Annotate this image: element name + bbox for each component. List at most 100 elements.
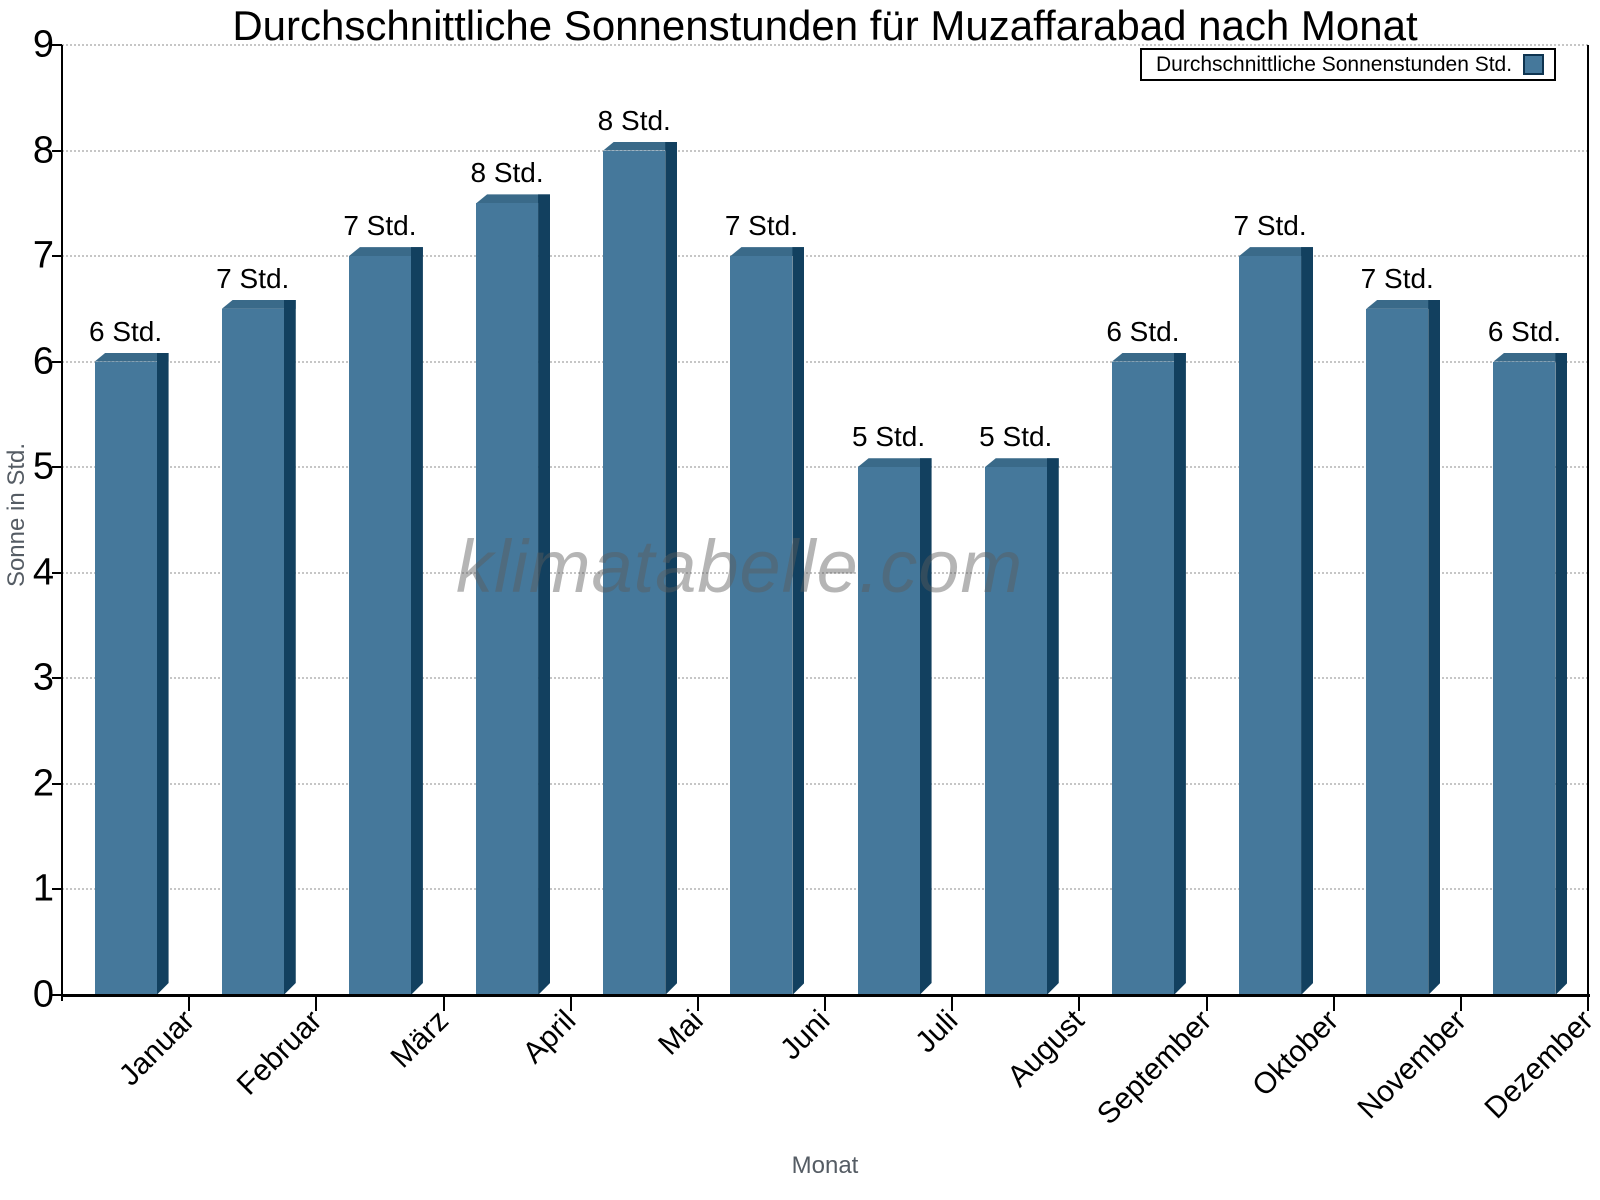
x-tick-label-august: August: [1001, 1004, 1092, 1094]
x-tick-label-november: November: [1351, 1004, 1473, 1126]
y-axis-tick-0: [52, 994, 62, 996]
y-tick-label-9: 9: [32, 23, 54, 66]
gridline-5: [62, 466, 1588, 469]
bar-front-face: [984, 467, 1047, 995]
y-axis-tick-3: [52, 677, 62, 680]
bar-front-face: [94, 361, 157, 995]
chart-title: Durchschnittliche Sonnenstunden für Muza…: [232, 2, 1418, 49]
bar-value-label-februar: 7 Std.: [216, 262, 290, 294]
bar-top-face: [603, 141, 678, 151]
x-axis-tick-2: [315, 995, 318, 1011]
y-tick-label-7: 7: [32, 234, 54, 277]
bar-februar: 7 Std.: [216, 263, 296, 995]
bar-november: 7 Std.: [1361, 263, 1441, 995]
y-axis-tick-7: [52, 255, 62, 258]
bar-side-face: [1047, 458, 1059, 995]
x-tick-label-januar: Januar: [112, 1004, 201, 1093]
bar-oktober: 7 Std.: [1233, 210, 1314, 995]
bar-dezember: 6 Std.: [1488, 316, 1568, 995]
bar-september: 6 Std.: [1106, 316, 1186, 995]
y-tick-label-2: 2: [32, 762, 54, 805]
y-tick-label-8: 8: [32, 129, 54, 172]
bar-top-face: [857, 458, 932, 468]
bar-front-face: [603, 150, 666, 995]
x-tick-label-marz: März: [384, 1004, 456, 1075]
bar-front-face: [348, 256, 411, 995]
bar-front-face: [730, 256, 793, 995]
x-tick-label-mai: Mai: [652, 1004, 710, 1062]
gridline-3: [62, 677, 1588, 680]
bar-side-face: [284, 300, 296, 995]
gridline-4: [62, 571, 1588, 574]
x-tick-label-dezember: Dezember: [1478, 1004, 1600, 1126]
x-tick-label-juli: Juli: [908, 1004, 964, 1060]
bar-value-label-marz: 7 Std.: [343, 210, 417, 242]
bar-top-face: [1239, 247, 1314, 257]
y-axis-tick-4: [52, 571, 62, 574]
bar-value-label-september: 6 Std.: [1106, 315, 1180, 347]
y-axis-tick-8: [52, 149, 62, 152]
bar-value-label-mai: 8 Std.: [597, 104, 671, 136]
bar-front-face: [221, 308, 284, 995]
y-axis-tick-1: [52, 888, 62, 891]
bar-side-face: [1301, 247, 1313, 995]
bar-value-label-oktober: 7 Std.: [1233, 210, 1307, 242]
bar-top-face: [476, 194, 551, 204]
legend-swatch-icon: [1523, 54, 1545, 75]
y-axis-tick-9: [52, 44, 62, 46]
bar-top-face: [1493, 352, 1568, 362]
bar-top-face: [221, 299, 296, 309]
bar-value-label-november: 7 Std.: [1360, 262, 1434, 294]
x-axis-tick-6: [824, 995, 826, 1011]
y-axis-tick-2: [52, 782, 62, 785]
y-axis-tick-6: [52, 360, 62, 363]
legend: Durchschnittliche Sonnenstunden Std.: [1140, 48, 1557, 81]
gridline-1: [62, 888, 1588, 891]
bar-top-face: [94, 352, 169, 362]
bar-side-face: [157, 353, 169, 995]
bar-side-face: [665, 142, 677, 995]
y-tick-label-4: 4: [32, 551, 54, 594]
gridline-2: [62, 782, 1588, 785]
bar-august: 5 Std.: [979, 421, 1059, 995]
bar-value-label-dezember: 6 Std.: [1487, 315, 1561, 347]
bar-value-label-juni: 7 Std.: [724, 210, 798, 242]
y-axis: [61, 45, 63, 1001]
gridline-6: [62, 360, 1588, 363]
plot-right-border: [1587, 45, 1589, 1011]
bar-value-label-april: 8 Std.: [470, 157, 544, 189]
y-tick-label-6: 6: [32, 340, 54, 383]
x-axis-tick-4: [569, 995, 572, 1011]
bar-side-face: [411, 247, 423, 995]
gridline-7: [62, 255, 1588, 258]
x-axis-tick-8: [1078, 995, 1081, 1011]
watermark: klimatabelle.com: [456, 525, 1024, 608]
bar-front-face: [1111, 361, 1174, 995]
bar-juni: 7 Std.: [725, 210, 805, 995]
y-tick-label-5: 5: [32, 445, 54, 488]
gridline-9: [62, 44, 1588, 46]
bar-value-label-juli: 5 Std.: [851, 421, 926, 453]
gridline-8: [62, 149, 1588, 152]
bar-side-face: [538, 194, 550, 995]
bar-front-face: [857, 467, 920, 995]
x-tick-label-februar: Februar: [230, 1004, 329, 1102]
bar-side-face: [1555, 353, 1567, 995]
bar-januar: 6 Std.: [89, 316, 169, 995]
x-axis-tick-9: [1205, 995, 1208, 1011]
x-tick-label-april: April: [516, 1004, 583, 1070]
bar-top-face: [984, 458, 1059, 468]
bar-front-face: [1366, 308, 1429, 995]
x-axis-tick-1: [188, 995, 191, 1011]
bar-front-face: [1239, 256, 1302, 995]
x-axis-tick-12: [1587, 995, 1589, 1011]
x-axis-tick-5: [696, 995, 699, 1011]
bar-side-face: [792, 247, 804, 995]
bar-side-face: [1174, 353, 1186, 995]
y-axis-tick-5: [52, 466, 62, 469]
x-tick-label-oktober: Oktober: [1246, 1004, 1346, 1103]
bar-top-face: [1111, 352, 1186, 362]
bar-top-face: [348, 247, 423, 257]
bar-top-face: [1366, 299, 1441, 309]
